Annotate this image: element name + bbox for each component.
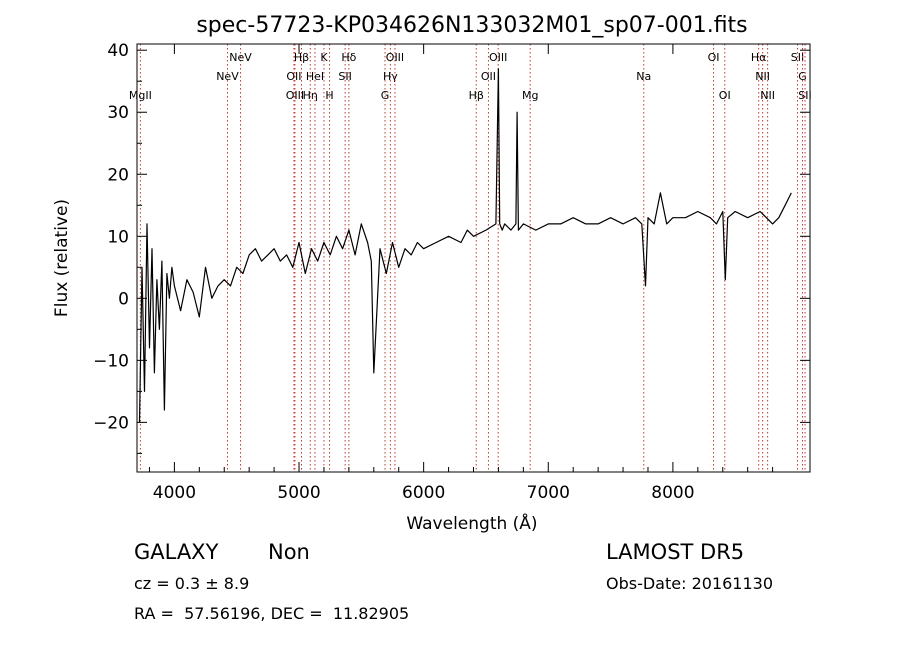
line-label-15: Hβ [469, 89, 484, 102]
line-label-7: HeI [306, 70, 324, 83]
line-label-16: OII [481, 70, 496, 83]
line-label-6: Hη [303, 89, 318, 102]
y-tick-label-6: 40 [107, 41, 129, 61]
line-label-12: G [381, 89, 390, 102]
line-label-21: OI [719, 89, 731, 102]
object-subclass: Non [268, 540, 310, 564]
y-tick-label-3: 10 [107, 227, 129, 247]
x-tick-label-4: 8000 [651, 483, 694, 503]
plot-area: MgII NeV NeV OII OIII Hβ Hη HeI K H SII Hδ G Hγ OIII Hβ… [93, 41, 812, 503]
x-axis-label: Wavelength (Å) [406, 512, 537, 534]
line-label-9: H [325, 89, 333, 102]
line-label-27: SII [798, 89, 811, 102]
line-label-14: OIII [386, 51, 404, 64]
line-label-3: OII [286, 70, 301, 83]
line-label-0: MgII [129, 89, 152, 102]
y-tick-label-2: 0 [118, 289, 129, 309]
x-tick-label-1: 5000 [277, 483, 320, 503]
line-label-19: Na [636, 70, 651, 83]
line-label-4: OIII [286, 89, 304, 102]
line-label-23: NII [755, 70, 770, 83]
spectrum-line [138, 68, 792, 423]
x-tick-label-2: 6000 [402, 483, 445, 503]
line-label-24: NII [760, 89, 775, 102]
x-tick-label-0: 4000 [153, 483, 196, 503]
line-label-26: G [798, 70, 807, 83]
observation-date: Obs-Date: 20161130 [606, 574, 774, 593]
line-label-18: Mg [522, 89, 538, 102]
redshift-value: cz = 0.3 ± 8.9 [134, 574, 250, 593]
line-label-20: OI [708, 51, 720, 64]
line-label-11: Hδ [341, 51, 356, 64]
line-label-17: OIII [489, 51, 507, 64]
y-axis-label: Flux (relative) [52, 199, 72, 317]
line-label-8: K [320, 51, 328, 64]
y-tick-label-1: −10 [93, 351, 129, 371]
survey-name: LAMOST DR5 [606, 540, 745, 564]
line-label-5: Hβ [294, 51, 309, 64]
line-label-13: Hγ [383, 70, 398, 83]
y-tick-label-0: −20 [93, 413, 129, 433]
chart-title: spec-57723-KP034626N133032M01_sp07-001.f… [196, 13, 747, 38]
y-tick-label-4: 20 [107, 165, 129, 185]
x-tick-label-3: 7000 [527, 483, 570, 503]
line-label-1: NeV [216, 70, 239, 83]
plot-frame [136, 43, 811, 473]
line-label-25: SII [791, 51, 804, 64]
object-class: GALAXY [134, 540, 219, 564]
coordinates: RA = 57.56196, DEC = 11.82905 [134, 604, 410, 623]
y-tick-label-5: 30 [107, 103, 129, 123]
line-label-2: NeV [229, 51, 252, 64]
line-label-10: SII [338, 70, 351, 83]
line-label-22: Hα [751, 51, 767, 64]
